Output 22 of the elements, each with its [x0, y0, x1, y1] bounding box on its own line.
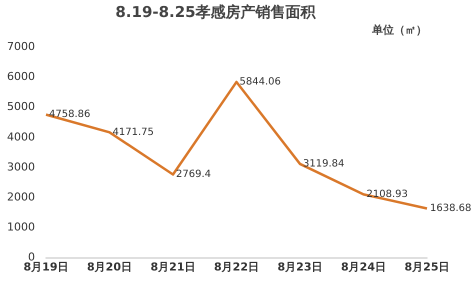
x-tick-label: 8月24日 — [341, 260, 386, 274]
y-tick-label: 2000 — [6, 190, 35, 204]
data-label: 4758.86 — [48, 109, 90, 120]
y-tick-label: 5000 — [6, 100, 35, 114]
y-tick-label: 6000 — [6, 70, 35, 84]
x-tick-label: 8月20日 — [87, 260, 132, 274]
x-tick-label: 8月23日 — [278, 260, 322, 274]
x-tick-label: 8月21日 — [150, 260, 196, 274]
y-tick-label: 3000 — [6, 160, 35, 174]
data-label: 5844.06 — [239, 76, 281, 88]
data-label: 2769.4 — [176, 169, 211, 180]
y-tick-label: 4000 — [6, 130, 35, 144]
chart-title: 8.19-8.25孝感房产销售面积 — [115, 2, 317, 21]
data-label: 3119.84 — [303, 158, 344, 170]
data-label: 1638.68 — [430, 203, 472, 214]
x-tick-label: 8月22日 — [214, 260, 259, 274]
x-tick-label: 8月25日 — [404, 260, 450, 274]
data-label: 2108.93 — [366, 188, 408, 200]
data-label: 4171.75 — [112, 126, 154, 138]
y-tick-label: 7000 — [6, 40, 35, 54]
chart-subtitle: 单位（㎡） — [371, 23, 427, 36]
y-tick-label: 1000 — [6, 220, 35, 234]
